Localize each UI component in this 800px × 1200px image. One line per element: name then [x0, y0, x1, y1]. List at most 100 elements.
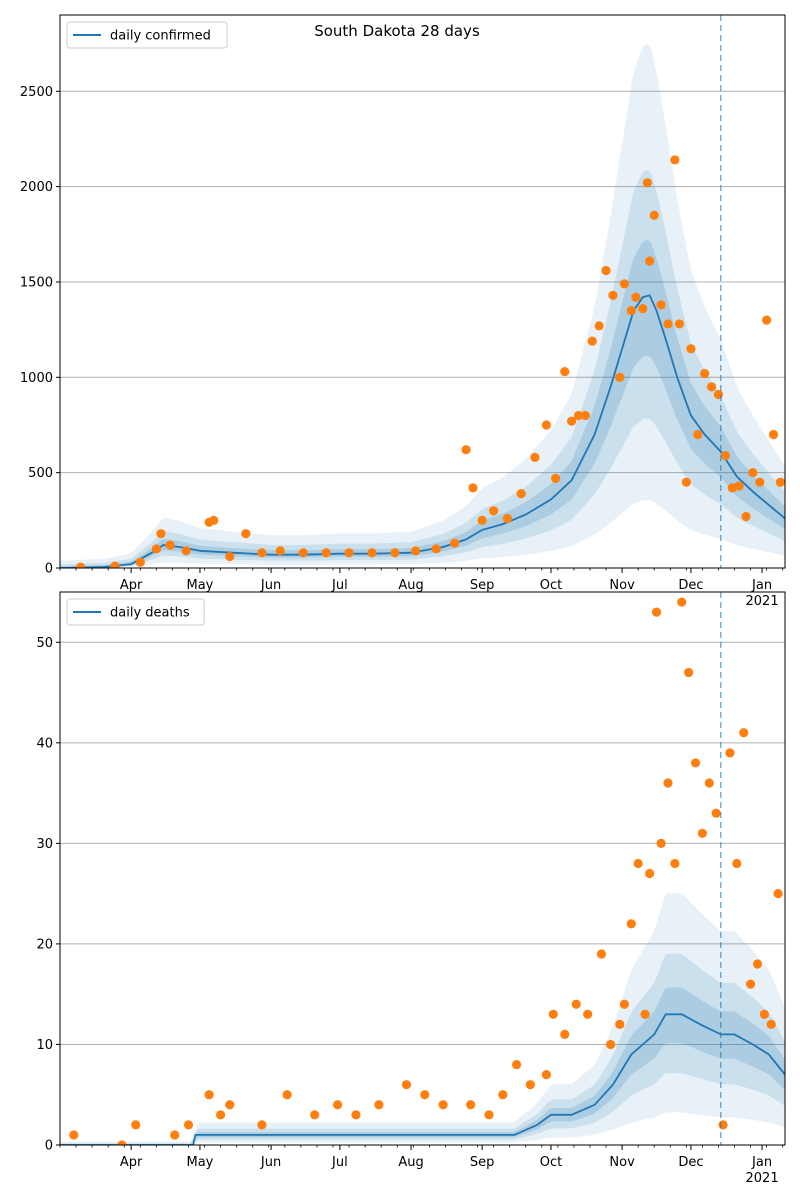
data-point [713, 389, 724, 400]
x-tick-label: Nov [609, 1155, 635, 1170]
data-point [583, 1009, 593, 1019]
y-tick-label: 1000 [20, 371, 53, 386]
data-point [468, 483, 478, 493]
data-point [525, 1080, 535, 1090]
x-tick-label: May [187, 578, 214, 593]
data-point [550, 473, 561, 483]
data-point [711, 808, 721, 818]
data-point [165, 540, 175, 550]
data-point [390, 548, 400, 558]
y-tick-label: 1500 [20, 275, 53, 290]
x-tick-label: 2021 [746, 594, 779, 609]
data-point [560, 366, 570, 377]
x-tick-label: Jul [331, 1155, 348, 1170]
data-point [640, 1009, 650, 1019]
data-point [257, 548, 267, 558]
x-tick-label: Jun [260, 578, 281, 593]
data-point [580, 410, 590, 421]
data-point [541, 420, 551, 430]
x-tick-label: Aug [398, 578, 423, 593]
data-point [725, 748, 735, 758]
data-point [619, 279, 629, 289]
data-point [768, 429, 779, 440]
x-tick-label: Apr [120, 1155, 143, 1170]
data-point [110, 561, 120, 568]
y-tick-label: 500 [28, 466, 53, 481]
data-point [674, 319, 685, 329]
y-tick-label: 40 [36, 736, 53, 751]
data-point [511, 1059, 522, 1070]
y-tick-label: 20 [36, 937, 53, 952]
data-point [720, 450, 730, 461]
data-point [241, 529, 251, 539]
x-tick-label: Oct [540, 1155, 562, 1170]
confirmed-panel: 0 500 1000 1500 2000 2500 Apr May Jun Jul Aug Sep Oc… [20, 14, 786, 609]
legend-label: daily deaths [110, 606, 190, 621]
uncertainty-band-3 [60, 987, 785, 1145]
data-point [216, 1110, 226, 1120]
data-point [587, 336, 597, 346]
x-tick-label: Jan [751, 578, 772, 593]
axes-frame [59, 591, 786, 1146]
y-tick-label: 10 [36, 1038, 53, 1053]
data-point [651, 607, 662, 617]
data-point [135, 557, 145, 567]
y-tick-label: 2000 [20, 180, 53, 195]
x-tick-label: Oct [540, 578, 562, 593]
data-point [638, 304, 648, 314]
legend-box [66, 21, 228, 49]
data-point [686, 344, 696, 354]
x-tick-label: 2021 [746, 1171, 779, 1186]
data-point [567, 416, 577, 426]
uncertainty-band-1 [60, 43, 785, 568]
data-point [759, 1009, 769, 1019]
uncertainty-band-1 [60, 893, 785, 1145]
x-tick-label: Jun [260, 1155, 281, 1170]
data-point [732, 858, 742, 869]
data-point [645, 256, 655, 266]
data-point [631, 292, 641, 302]
data-point [69, 1130, 79, 1140]
data-point [170, 1130, 180, 1140]
data-point [431, 544, 441, 554]
data-point [619, 999, 629, 1009]
data-point [225, 551, 235, 562]
x-tick-label: Sep [470, 1155, 495, 1170]
x-tick-label: Jan [751, 1155, 772, 1170]
data-point [656, 838, 666, 848]
data-point [351, 1110, 361, 1120]
data-point [601, 265, 611, 276]
x-tick-label: Dec [678, 578, 703, 593]
data-point [466, 1100, 476, 1110]
data-point [626, 305, 636, 316]
data-point [766, 1019, 776, 1029]
x-tick-label: Apr [120, 578, 143, 593]
data-point [684, 667, 694, 678]
data-point [310, 1110, 320, 1120]
data-point [773, 889, 783, 899]
data-point [734, 481, 744, 491]
data-point [775, 477, 785, 487]
data-point [181, 546, 191, 556]
data-point [498, 1090, 508, 1100]
data-point [333, 1100, 343, 1110]
x-tick-label: Sep [470, 578, 495, 593]
data-point [608, 290, 618, 300]
data-point [615, 372, 625, 382]
data-point [706, 382, 717, 392]
x-tick-label: May [187, 1155, 214, 1170]
data-point [282, 1090, 292, 1100]
data-point [374, 1100, 384, 1110]
series-line [60, 294, 785, 568]
data-point [670, 858, 680, 869]
data-point [571, 999, 581, 1009]
data-point [626, 919, 636, 929]
data-point [663, 319, 673, 329]
data-point [204, 1090, 214, 1100]
data-point [656, 300, 666, 310]
chart-title: South Dakota 28 days [314, 22, 480, 40]
data-point [681, 477, 691, 487]
data-point [697, 828, 708, 838]
data-point [411, 546, 421, 556]
